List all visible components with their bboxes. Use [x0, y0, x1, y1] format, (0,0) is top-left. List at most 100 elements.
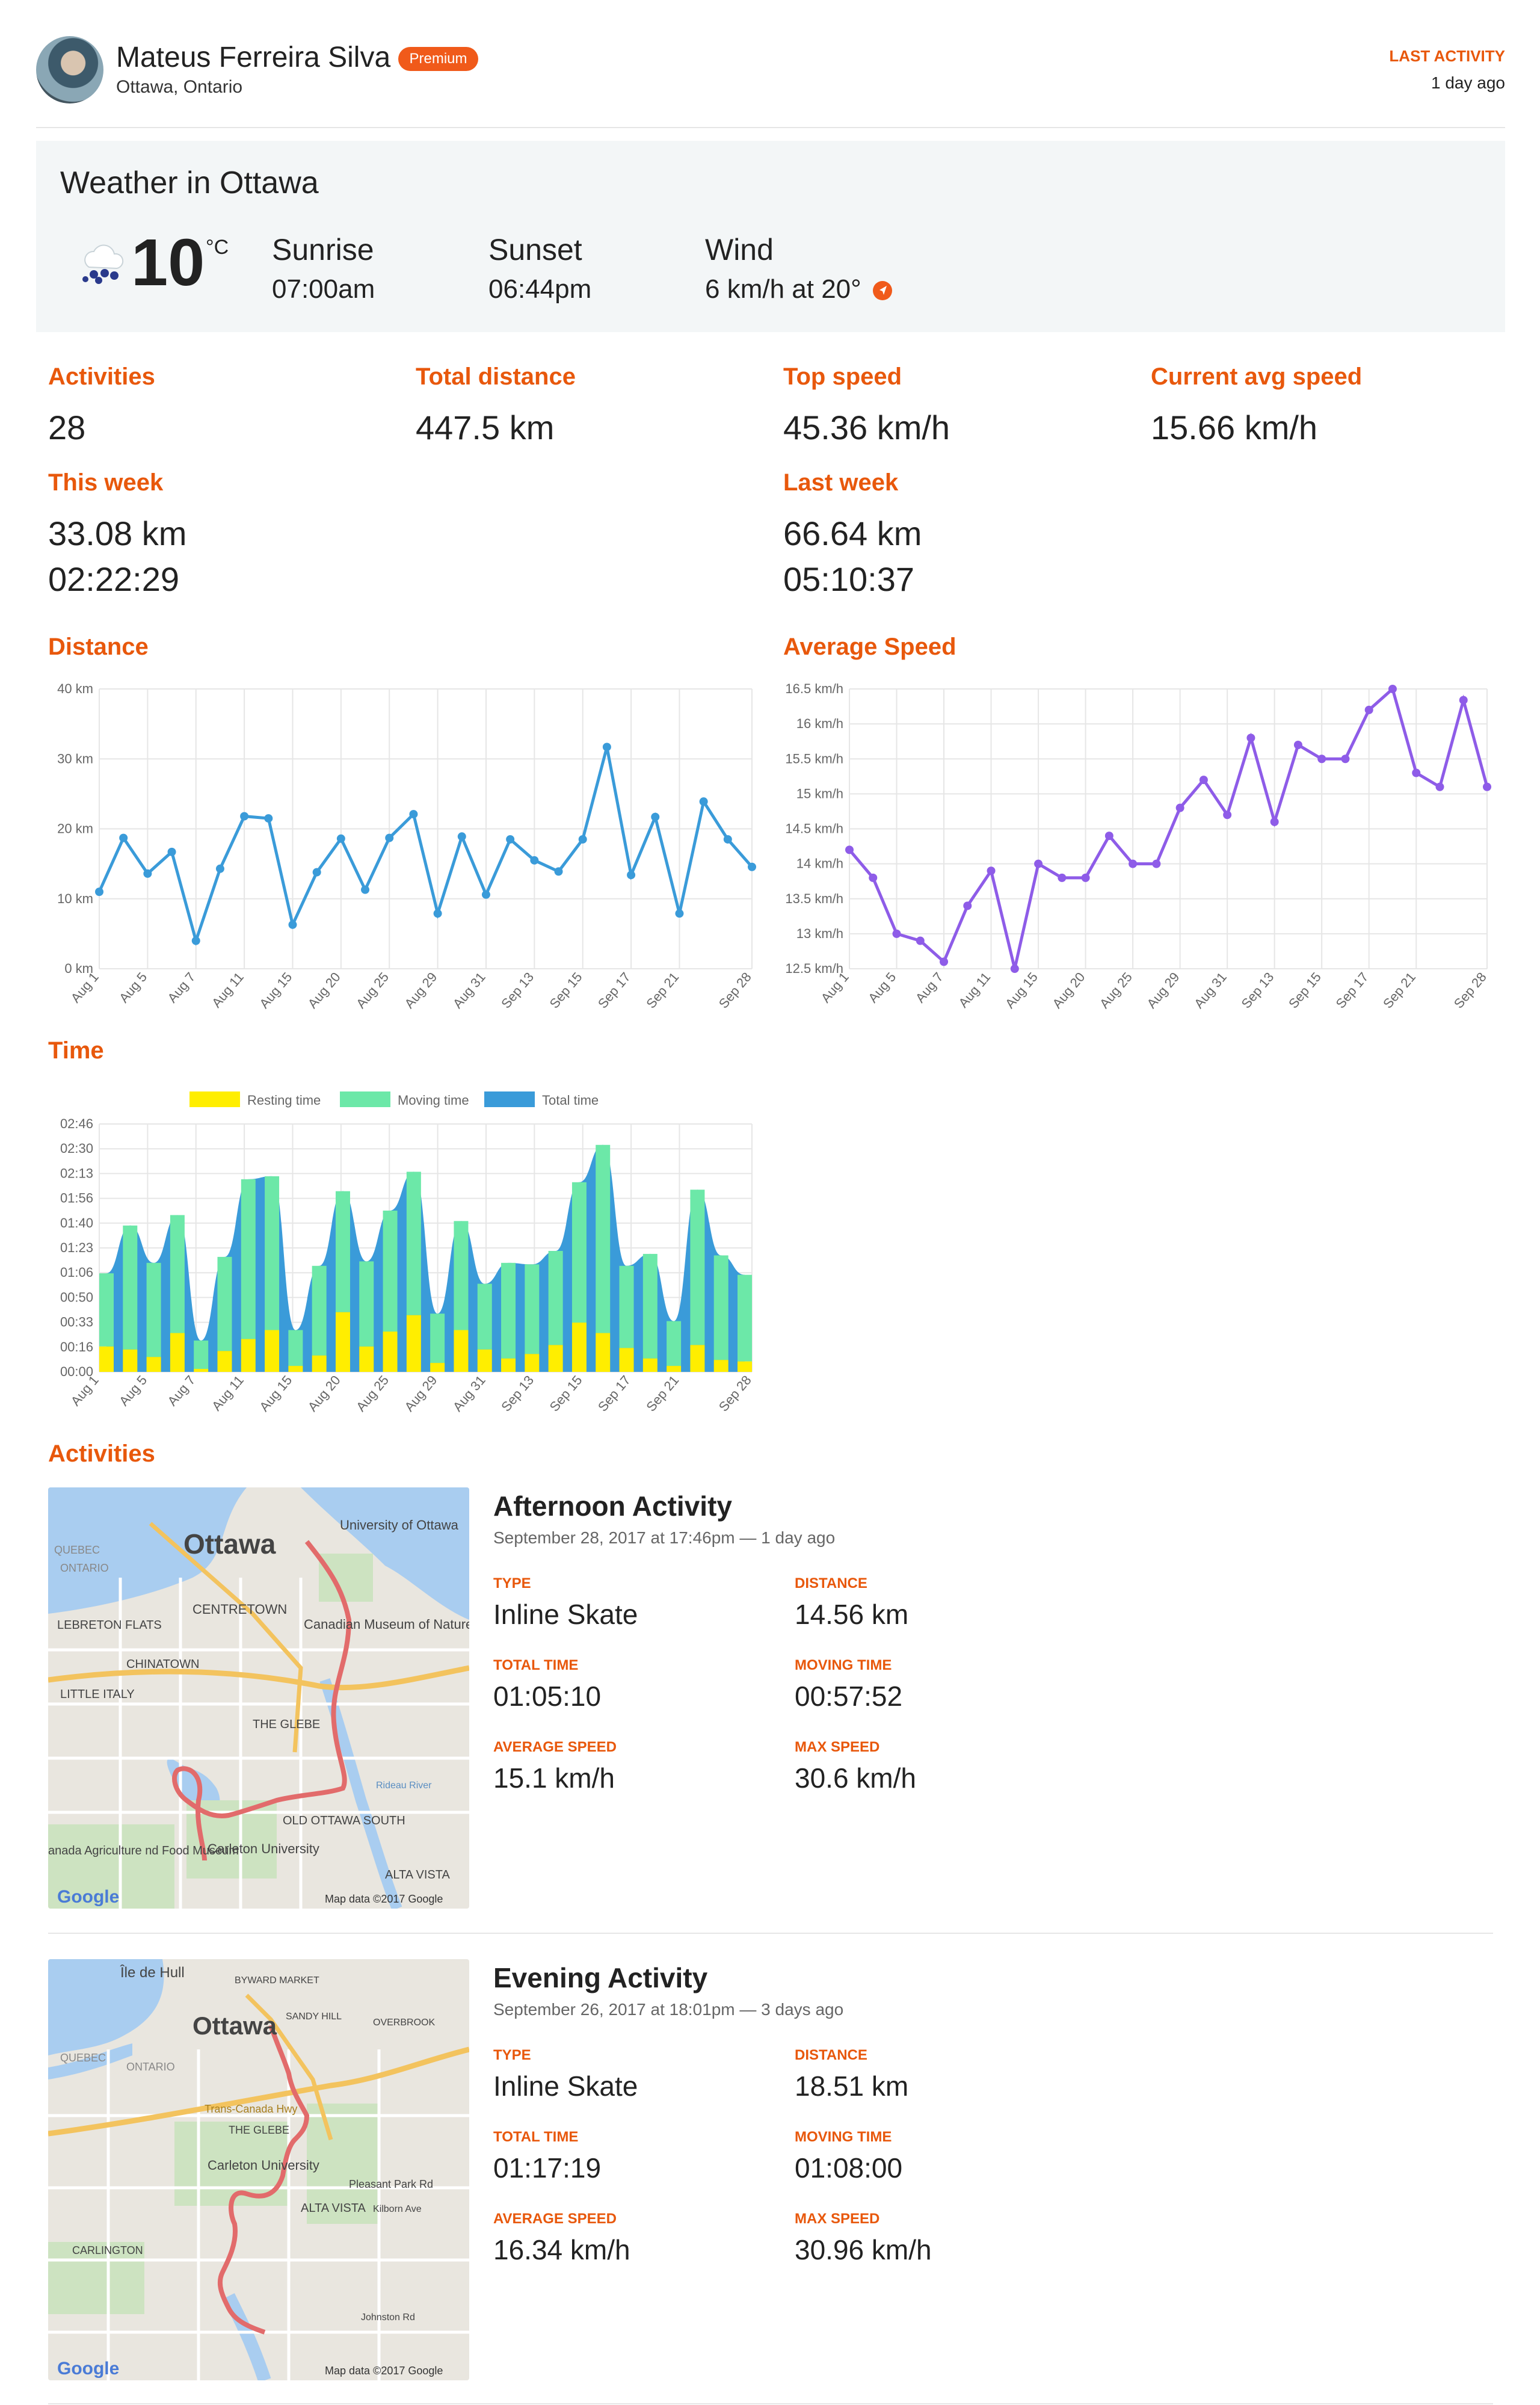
- time-chart: Resting time Moving time Total time 00:00 00…: [60, 1091, 754, 1415]
- x-tick-label: Aug 7: [164, 969, 198, 1005]
- moving-time-bar: [217, 1256, 232, 1351]
- data-point: [530, 856, 539, 865]
- activity-title[interactable]: Afternoon Activity: [493, 1490, 732, 1522]
- data-point: [240, 812, 249, 821]
- resting-time-bar: [383, 1331, 398, 1372]
- data-point: [578, 835, 587, 844]
- activities-count-label: Activities: [48, 363, 155, 390]
- map-label: University of Ottawa: [340, 1517, 459, 1533]
- x-tick-label: Aug 20: [1049, 969, 1088, 1011]
- moving-time-bar: [571, 1182, 587, 1323]
- data-point: [1223, 810, 1232, 820]
- resting-time-bar: [667, 1366, 682, 1372]
- data-point: [1246, 733, 1255, 742]
- y-tick-label: 01:56: [60, 1191, 93, 1206]
- avg-speed-value: 15.66 km/h: [1151, 409, 1318, 446]
- data-point: [288, 920, 297, 929]
- y-tick-label: 16 km/h: [796, 716, 843, 731]
- this-week-label: This week: [48, 469, 164, 496]
- last-week-distance: 66.64 km: [783, 514, 922, 552]
- x-tick-label: Aug 25: [353, 969, 392, 1011]
- map-label: LEBRETON FLATS: [57, 1619, 162, 1632]
- map-label: Pleasant Park Rd: [349, 2178, 433, 2190]
- activity-avg-speed-value: 15.1 km/h: [493, 1762, 615, 1794]
- data-point: [554, 867, 563, 876]
- user-name[interactable]: Mateus Ferreira Silva Premium: [116, 41, 478, 74]
- header-divider: [36, 127, 1505, 128]
- data-point: [361, 885, 370, 894]
- resting-time-bar: [406, 1315, 421, 1372]
- resting-time-bar: [619, 1348, 634, 1372]
- x-tick-label: Aug 25: [353, 1372, 392, 1414]
- data-point: [892, 929, 901, 938]
- activity-divider: [48, 1933, 1493, 1934]
- y-tick-label: 14.5 km/h: [785, 821, 843, 836]
- map-label: Trans-Canada Hwy: [205, 2103, 297, 2115]
- x-tick-label: Sep 15: [1286, 969, 1324, 1011]
- data-point: [627, 871, 636, 880]
- activity-title[interactable]: Evening Activity: [493, 1962, 708, 1993]
- map-label: ALTA VISTA: [301, 2202, 366, 2215]
- x-tick-label: Sep 17: [595, 1372, 633, 1414]
- moving-time-bar: [596, 1144, 611, 1333]
- avg-speed-chart-title: Average Speed: [783, 634, 956, 660]
- x-tick-label: Sep 15: [547, 969, 585, 1011]
- moving-time-bar: [619, 1265, 634, 1348]
- map-label: THE GLEBE: [253, 1718, 320, 1731]
- x-tick-label: Sep 28: [716, 1372, 754, 1414]
- data-point: [1152, 859, 1161, 868]
- activity-max-speed-value: 30.96 km/h: [795, 2234, 932, 2265]
- map-label: Ottawa: [183, 1528, 276, 1560]
- y-tick-label: 02:46: [60, 1116, 93, 1131]
- resting-time-bar: [123, 1349, 138, 1372]
- map-label: ONTARIO: [126, 2061, 175, 2073]
- moving-time-bar: [477, 1283, 492, 1350]
- user-location: Ottawa, Ontario: [116, 77, 243, 97]
- y-tick-label: 13.5 km/h: [785, 891, 843, 906]
- sunrise-value: 07:00am: [272, 274, 375, 304]
- activity-moving-time-label: MOVING TIME: [795, 2129, 892, 2145]
- avg-speed-chart: 12.5 km/h 13 km/h 13.5 km/h 14 km/h 14.5 km/…: [785, 681, 1491, 1011]
- x-tick-label: Sep 21: [643, 969, 682, 1011]
- x-tick-label: Aug 15: [1002, 969, 1041, 1011]
- moving-time-bar: [241, 1179, 256, 1339]
- activity-type-label: TYPE: [493, 1575, 531, 1591]
- moving-time-bar: [454, 1221, 469, 1330]
- activity-distance-value: 18.51 km: [795, 2070, 909, 2102]
- x-tick-label: Aug 11: [209, 969, 247, 1010]
- last-activity-label: LAST ACTIVITY: [1389, 47, 1505, 65]
- data-point: [651, 812, 660, 821]
- data-point: [215, 864, 224, 873]
- y-tick-label: 20 km: [57, 821, 93, 836]
- map-label: Ottawa: [192, 2011, 277, 2040]
- data-point: [1317, 755, 1326, 764]
- activity-route-map[interactable]: Île de Hull BYWARD MARKET SANDY HILL OVE…: [48, 1959, 469, 2380]
- sunset-value: 06:44pm: [488, 274, 592, 304]
- premium-badge: Premium: [398, 47, 478, 72]
- y-tick-label: 10 km: [57, 891, 93, 906]
- data-point: [1293, 741, 1302, 749]
- data-point: [409, 810, 418, 819]
- map-label: THE GLEBE: [229, 2124, 289, 2136]
- activity-avg-speed-label: AVERAGE SPEED: [493, 1739, 617, 1755]
- activity-moving-time-value: 00:57:52: [795, 1681, 903, 1712]
- y-tick-label: 15 km/h: [796, 786, 843, 801]
- map-label: Kilborn Ave: [373, 2204, 422, 2214]
- resting-time-bar: [99, 1346, 114, 1372]
- moving-time-bar: [359, 1261, 374, 1347]
- time-chart-title: Time: [48, 1037, 104, 1064]
- data-point: [963, 901, 972, 910]
- data-point: [1459, 696, 1468, 705]
- sunset-label: Sunset: [488, 233, 582, 267]
- y-tick-label: 30 km: [57, 751, 93, 766]
- activity-total-time-label: TOTAL TIME: [493, 1657, 579, 1673]
- total-distance-value: 447.5 km: [416, 409, 555, 446]
- y-tick-label: 0 km: [64, 961, 93, 976]
- moving-time-bar: [146, 1262, 161, 1357]
- activity-route-map[interactable]: Ottawa University of Ottawa QUEBEC ONTAR…: [48, 1487, 469, 1909]
- resting-time-bar: [738, 1361, 752, 1372]
- moving-time-bar: [501, 1262, 516, 1359]
- wind-label: Wind: [705, 233, 774, 267]
- avatar[interactable]: [36, 36, 103, 103]
- google-logo: Google: [57, 1887, 119, 1907]
